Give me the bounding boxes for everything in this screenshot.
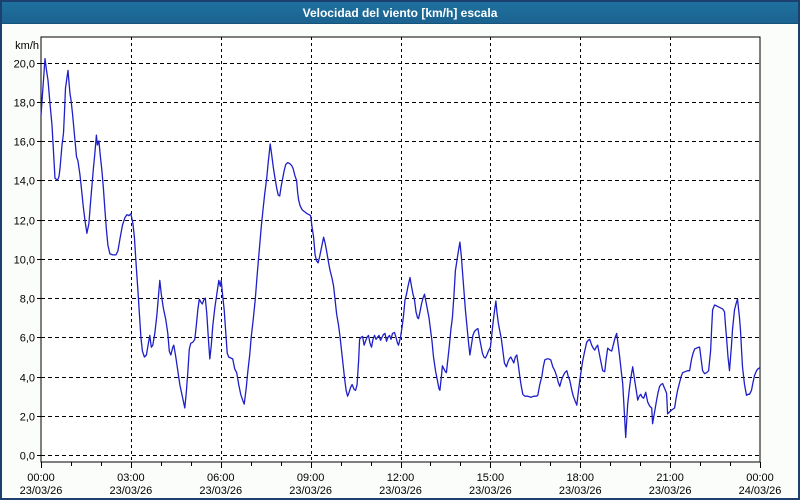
x-tick-date-label: 23/03/26 <box>469 485 512 497</box>
y-tick-label: 4,0 <box>20 373 35 385</box>
wind-speed-line <box>40 57 760 439</box>
x-tick-date-label: 23/03/26 <box>20 485 63 497</box>
x-tick-time-label: 21:00 <box>656 472 684 484</box>
x-tick-date-label: 23/03/26 <box>289 485 332 497</box>
y-tick-label: 8,0 <box>20 294 35 306</box>
y-tick-label: 12,0 <box>14 216 35 228</box>
x-tick-time-label: 15:00 <box>477 472 505 484</box>
title-bar: Velocidad del viento [km/h] escala <box>2 2 798 24</box>
plot-area <box>40 36 761 463</box>
chart-area: 20,0 18,0 16,0 14,0 12,0 10,0 8,0 6,0 4,0 2,0 0,0 k… <box>2 24 798 498</box>
x-tick-date-label: 23/03/26 <box>199 485 242 497</box>
y-tick-label: 14,0 <box>14 176 35 188</box>
y-tick-label: 18,0 <box>14 98 35 110</box>
x-tick-date-label: 23/03/26 <box>559 485 602 497</box>
x-tick-date-label: 23/03/26 <box>109 485 152 497</box>
y-tick-label: 0,0 <box>20 451 35 463</box>
x-tick-time-label: 00:00 <box>27 472 55 484</box>
wind-speed-chart: 20,0 18,0 16,0 14,0 12,0 10,0 8,0 6,0 4,0 2,0 0,0 k… <box>14 36 782 497</box>
x-tick-time-label: 00:00 <box>746 472 774 484</box>
x-tick-time-label: 09:00 <box>297 472 325 484</box>
y-tick-label: 10,0 <box>14 255 35 267</box>
y-tick-label: 6,0 <box>20 333 35 345</box>
window-title: Velocidad del viento [km/h] escala <box>302 6 498 20</box>
y-tick-label: 2,0 <box>20 412 35 424</box>
x-tick-date-label: 24/03/26 <box>739 485 782 497</box>
x-tick-date-label: 23/03/26 <box>649 485 692 497</box>
x-tick-time-label: 06:00 <box>207 472 235 484</box>
y-tick-label: 20,0 <box>14 59 35 71</box>
x-tick-time-label: 12:00 <box>387 472 415 484</box>
x-tick-time-label: 18:00 <box>566 472 594 484</box>
x-tick-date-label: 23/03/26 <box>379 485 422 497</box>
x-tick-time-label: 03:00 <box>117 472 145 484</box>
y-axis-unit-label: km/h <box>15 40 39 52</box>
y-tick-label: 16,0 <box>14 137 35 149</box>
